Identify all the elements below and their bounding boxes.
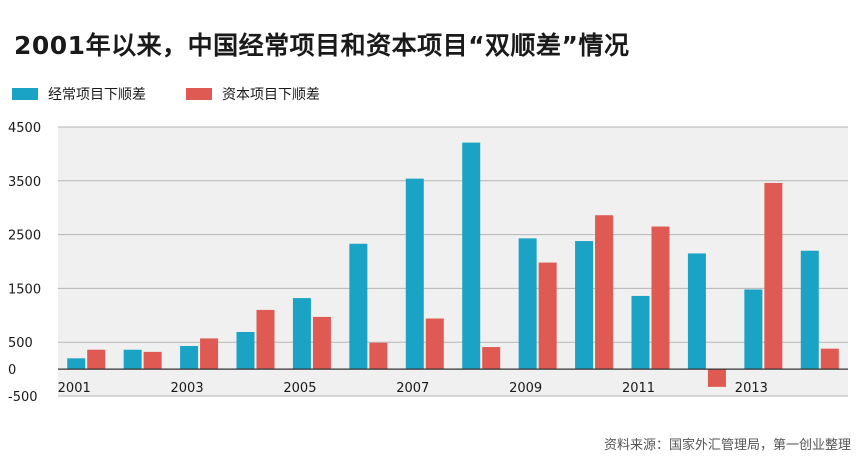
bar-current-account [236, 331, 255, 370]
bar-current-account [631, 295, 650, 370]
bar-capital-account [87, 349, 106, 370]
y-tick-label: 1500 [8, 282, 41, 297]
bar-current-account [405, 178, 424, 370]
bar-current-account [687, 253, 706, 370]
x-tick-label: 2003 [171, 381, 204, 396]
y-tick-label: 2500 [8, 229, 41, 244]
bar-current-account [518, 238, 537, 370]
bar-current-account [575, 241, 594, 370]
bar-current-account [744, 289, 763, 370]
bar-current-account [349, 243, 368, 370]
bar-current-account [123, 349, 142, 370]
bar-current-account [462, 142, 481, 370]
legend-label-capital-account: 资本项目下顺差 [222, 87, 320, 103]
legend-label-current-account: 经常项目下顺差 [48, 87, 146, 103]
x-tick-label: 2007 [396, 381, 429, 396]
bar-capital-account [651, 226, 670, 370]
y-tick-label: -500 [8, 390, 38, 405]
bar-current-account [800, 250, 819, 370]
bar-capital-account [764, 182, 783, 370]
source-note: 资料来源：国家外汇管理局，第一创业整理 [603, 438, 851, 453]
legend-swatch-capital-account [186, 88, 212, 100]
bar-capital-account [425, 318, 444, 370]
bar-capital-account [312, 316, 331, 370]
x-tick-label: 2009 [509, 381, 542, 396]
bar-current-account [180, 345, 199, 370]
bar-capital-account [256, 309, 275, 370]
legend-item-current-account: 经常项目下顺差 [12, 84, 146, 104]
bar-capital-account [369, 342, 388, 370]
legend-swatch-current-account [12, 88, 38, 100]
legend-item-capital-account: 资本项目下顺差 [186, 84, 320, 104]
bar-capital-account [482, 347, 501, 370]
bar-capital-account [595, 215, 614, 370]
bar-capital-account [538, 262, 557, 370]
bar-capital-account [820, 348, 839, 370]
bar-capital-account [200, 338, 219, 370]
bar-current-account [292, 298, 311, 370]
chart-legend: 经常项目下顺差 资本项目下顺差 [12, 84, 360, 104]
x-tick-label: 2011 [622, 381, 655, 396]
x-tick-label: 2001 [58, 381, 91, 396]
y-tick-label: 4500 [8, 121, 41, 136]
bar-current-account [67, 358, 86, 370]
bar-capital-account [707, 369, 726, 387]
chart-title: 2001年以来，中国经常项目和资本项目“双顺差”情况 [14, 31, 630, 60]
y-tick-label: 3500 [8, 175, 41, 190]
y-tick-label: 0 [8, 363, 16, 378]
y-tick-label: 500 [8, 336, 33, 351]
x-tick-label: 2013 [735, 381, 768, 396]
plot-area [58, 127, 848, 396]
bar-capital-account [143, 351, 162, 370]
x-tick-label: 2005 [283, 381, 316, 396]
